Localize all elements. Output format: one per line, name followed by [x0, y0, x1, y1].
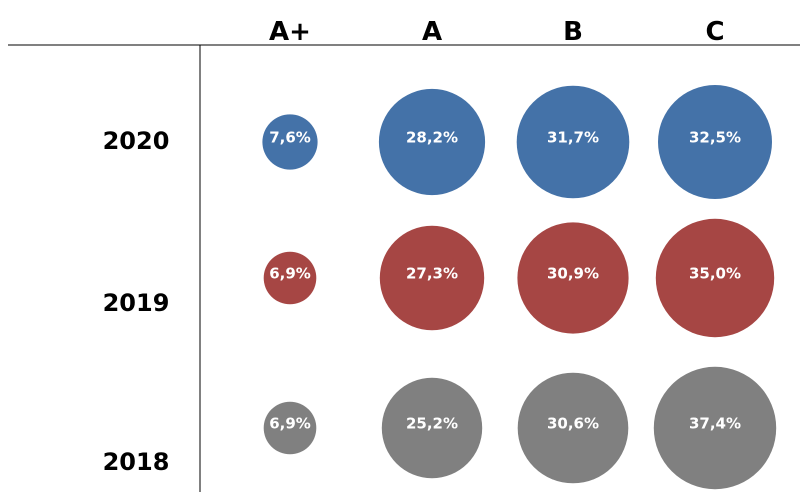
column-label-2: B [563, 17, 583, 47]
bubble-2020-3 [658, 85, 772, 199]
bubble-label-2020-1: 28,2% [406, 129, 458, 147]
column-label-3: C [705, 17, 724, 47]
bubble-label-2018-3: 37,4% [689, 415, 741, 433]
bubble-2018-0 [263, 401, 317, 455]
bubble-2018-3 [653, 366, 777, 490]
bubble-label-2019-2: 30,9% [547, 265, 599, 283]
bubble-label-2019-0: 6,9% [269, 265, 311, 283]
column-label-1: A [422, 17, 442, 47]
bubble-label-2019-3: 35,0% [689, 265, 741, 283]
bubble-2019-3 [655, 218, 775, 338]
row-label-2020: 2020 [103, 127, 170, 155]
bubble-label-2020-0: 7,6% [269, 129, 311, 147]
bubble-2019-2 [517, 222, 629, 334]
bubble-2019-0 [263, 251, 317, 305]
bubble-2020-0 [262, 114, 318, 170]
bubble-label-2020-3: 32,5% [689, 129, 741, 147]
column-label-0: A+ [269, 17, 311, 47]
bubble-2018-2 [517, 372, 629, 484]
bubble-2020-2 [516, 85, 630, 199]
bubble-2020-1 [378, 88, 486, 196]
bubble-label-2018-0: 6,9% [269, 415, 311, 433]
bubble-label-2019-1: 27,3% [406, 265, 458, 283]
bubble-2019-1 [379, 225, 485, 331]
bubble-2018-1 [381, 377, 483, 479]
bubble-label-2018-2: 30,6% [547, 415, 599, 433]
row-label-2019: 2019 [103, 289, 170, 317]
row-label-2018: 2018 [103, 448, 170, 476]
bubble-label-2018-1: 25,2% [406, 415, 458, 433]
bubble-label-2020-2: 31,7% [547, 129, 599, 147]
